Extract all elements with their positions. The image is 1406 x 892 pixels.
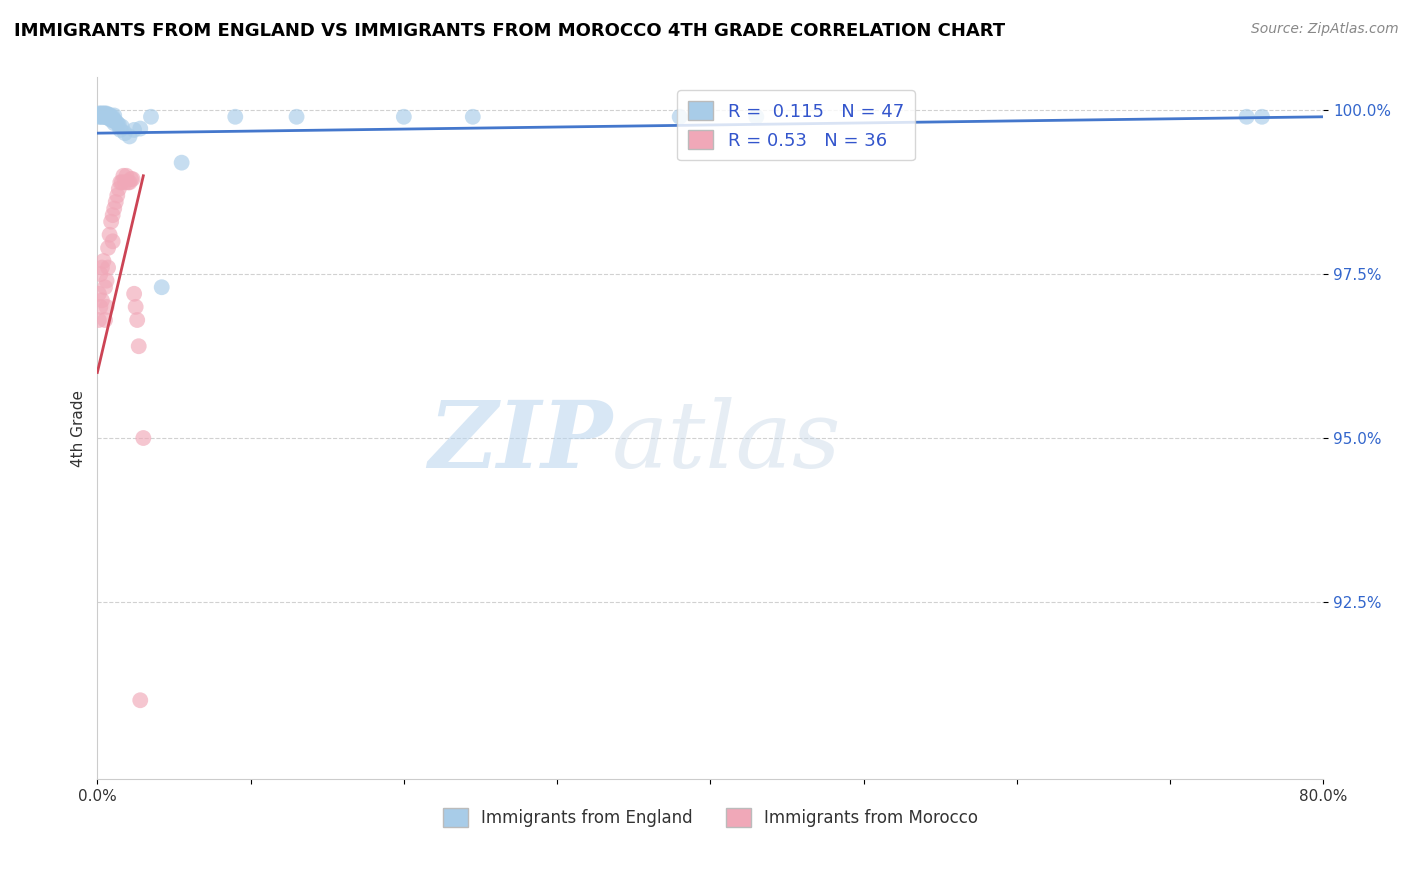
Point (87, 106, 110, 120)
Point (392, 110, 415, 124)
Text: Source: ZipAtlas.com: Source: ZipAtlas.com (1251, 22, 1399, 37)
Point (87, 110, 110, 124)
Point (91, 293, 114, 308)
Point (94, 106, 117, 120)
Point (94, 280, 117, 294)
Point (93, 110, 115, 124)
Point (127, 313, 149, 327)
Point (91, 108, 114, 122)
Point (107, 118, 129, 132)
Point (150, 280, 173, 294)
Point (129, 693, 152, 707)
Text: atlas: atlas (612, 397, 842, 487)
Point (117, 175, 139, 189)
Point (124, 300, 146, 314)
Point (97, 111, 120, 125)
Point (122, 123, 145, 137)
Point (96, 274, 118, 288)
Point (122, 286, 145, 301)
Point (121, 172, 143, 186)
Point (107, 182, 129, 196)
Point (104, 194, 127, 209)
Point (98, 108, 121, 122)
Point (1236, 110, 1258, 124)
Point (105, 188, 128, 202)
Point (94, 110, 117, 124)
Point (89, 106, 111, 120)
Text: ZIP: ZIP (427, 397, 612, 487)
Point (114, 126, 136, 140)
Point (114, 175, 136, 189)
Point (170, 155, 193, 169)
Point (103, 116, 125, 130)
Point (105, 116, 128, 130)
Point (89, 267, 111, 281)
Point (97, 241, 120, 255)
Point (100, 215, 122, 229)
Point (96, 106, 118, 120)
Point (103, 202, 125, 216)
Point (98, 111, 121, 125)
Point (97, 260, 120, 275)
Point (97, 108, 120, 122)
Point (100, 113, 122, 128)
Point (87, 286, 110, 301)
Legend: Immigrants from England, Immigrants from Morocco: Immigrants from England, Immigrants from… (436, 802, 984, 834)
Point (139, 110, 162, 124)
Point (98, 227, 121, 242)
Point (1251, 110, 1274, 124)
Point (89, 300, 111, 314)
Point (112, 169, 135, 183)
Point (101, 208, 124, 222)
Point (285, 110, 308, 124)
Point (111, 175, 134, 189)
Point (103, 108, 125, 122)
Point (129, 121, 152, 136)
Point (89, 110, 111, 124)
Point (101, 113, 124, 128)
Point (118, 175, 141, 189)
Point (96, 110, 118, 124)
Point (96, 108, 118, 122)
Point (91, 106, 114, 120)
Point (110, 175, 132, 189)
Point (104, 114, 127, 128)
Point (93, 108, 115, 122)
Point (101, 110, 124, 124)
Point (115, 169, 138, 183)
Point (118, 129, 141, 144)
Point (103, 113, 125, 128)
Point (132, 431, 155, 445)
Point (120, 172, 142, 186)
Point (224, 110, 246, 124)
Point (111, 120, 134, 134)
Y-axis label: 4th Grade: 4th Grade (72, 390, 86, 467)
Point (101, 235, 124, 249)
Point (91, 110, 114, 124)
Point (87, 313, 110, 327)
Point (668, 110, 690, 124)
Point (94, 108, 117, 122)
Point (461, 110, 484, 124)
Point (91, 260, 114, 275)
Point (93, 254, 115, 268)
Point (110, 123, 132, 137)
Point (128, 339, 150, 353)
Point (93, 106, 115, 120)
Point (745, 110, 768, 124)
Point (100, 110, 122, 124)
Text: IMMIGRANTS FROM ENGLAND VS IMMIGRANTS FROM MOROCCO 4TH GRADE CORRELATION CHART: IMMIGRANTS FROM ENGLAND VS IMMIGRANTS FR… (14, 22, 1005, 40)
Point (96, 300, 118, 314)
Point (94, 313, 117, 327)
